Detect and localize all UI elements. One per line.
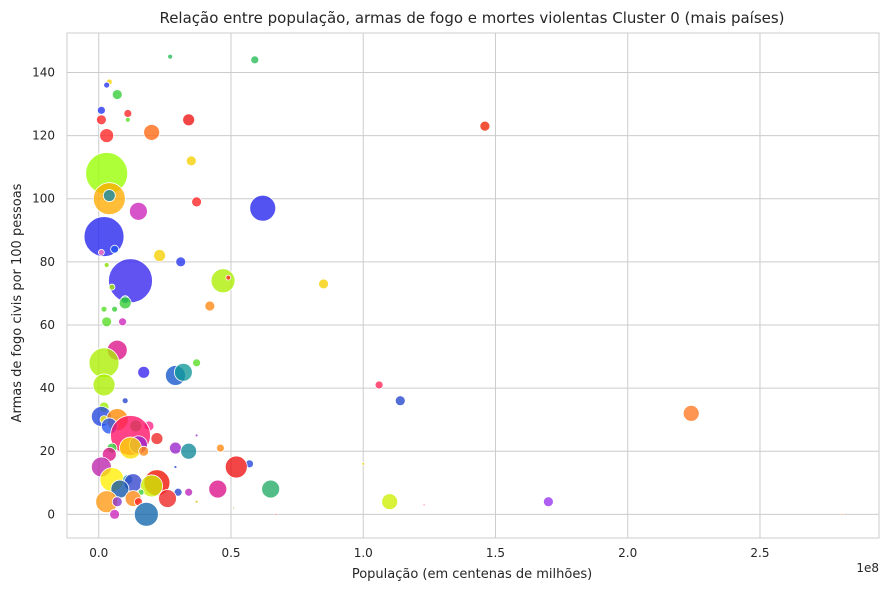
x-tick-label: 0.5 [221,546,240,560]
bubble-point [185,155,197,167]
bubble-point [361,461,366,466]
bubble-point [109,508,121,520]
plot-frame [66,32,880,539]
bubble-point [194,433,199,438]
bubble-point [249,194,277,222]
y-tick-label: 40 [40,381,55,395]
bubble-point [129,201,148,221]
bubble-point [216,443,225,453]
bubble-point [88,347,120,379]
bubble-point [167,53,174,60]
bubble-point [92,373,116,397]
bubble-point [137,365,151,379]
bubble-point [133,501,159,527]
y-axis-label: Armas de fogo civis por 100 pessoas [10,183,25,422]
bubble-point [110,244,120,254]
y-tick-label: 140 [32,65,55,79]
bubble-point [111,496,123,508]
bubble-point [232,506,236,510]
bubble-point [191,196,203,208]
bubble-point [542,496,554,508]
x-tick-label: 2.0 [618,546,637,560]
bubble-point [108,283,116,291]
bubble-point [274,512,278,516]
x-tick-label: 1.5 [486,546,505,560]
chart-title: Relação entre população, armas de fogo e… [159,9,784,27]
y-tick-label: 120 [32,129,55,143]
bubble-point [182,113,196,127]
bubble-point [169,441,182,455]
x-tick-label: 1.0 [354,546,373,560]
bubble-point [150,432,164,445]
bubble-point [121,397,129,405]
bubble-point [180,442,198,460]
bubble-point [153,249,166,262]
y-axis-ticks: 0 20 40 60 80 100 120 140 [32,65,55,521]
bubble-point [394,395,406,407]
bubble-point [99,128,115,143]
bubble-point [123,109,133,118]
bubble-point [224,455,248,479]
x-axis-offset-text: 1e8 [856,561,879,575]
bubble-point [261,479,281,499]
bubble-point [95,114,107,126]
bubble-point [318,278,329,290]
bubble-point [225,274,232,281]
bubble-point [101,316,113,328]
bubble-point [381,493,399,511]
bubble-point [103,262,110,268]
bubble-point [118,317,127,327]
bubble-point [140,474,164,498]
x-axis-label: População (em centenas de milhões) [352,567,592,582]
bubble-point [143,124,161,141]
bubble-point [204,300,216,312]
bubble-point [173,465,178,469]
bubble-point [840,512,844,516]
bubble-point [96,105,106,115]
bubble-point [422,503,426,507]
bubble-point [682,404,700,422]
y-tick-label: 80 [40,255,55,269]
bubble-point [173,362,193,382]
y-tick-label: 20 [40,444,55,458]
bubble-point [194,499,199,504]
bubbles [83,53,844,527]
bubble-point [100,305,108,313]
bubble-point [208,479,228,499]
bubble-point [102,189,116,202]
bubble-point [108,258,153,304]
bubble-point [175,256,187,268]
bubble-point [479,120,491,132]
y-tick-label: 60 [40,318,55,332]
bubble-point [111,305,119,313]
y-tick-label: 0 [47,507,55,521]
bubble-point [210,268,236,294]
bubble-point [119,436,142,460]
bubble-point [111,89,123,100]
bubble-point [138,445,150,457]
bubble-point [103,81,111,89]
bubble-point [184,487,194,497]
bubble-point [124,116,131,123]
bubble-point [97,248,105,256]
y-tick-label: 100 [32,192,55,206]
bubble-point [374,380,384,390]
x-axis-ticks: 0.0 0.5 1.0 1.5 2.0 2.5 [89,546,769,560]
bubble-point [250,55,260,65]
bubble-point [118,296,132,310]
x-tick-label: 2.5 [750,546,769,560]
x-tick-label: 0.0 [89,546,108,560]
bubble-point [192,358,202,368]
grid [67,33,879,538]
bubble-point [158,489,177,508]
